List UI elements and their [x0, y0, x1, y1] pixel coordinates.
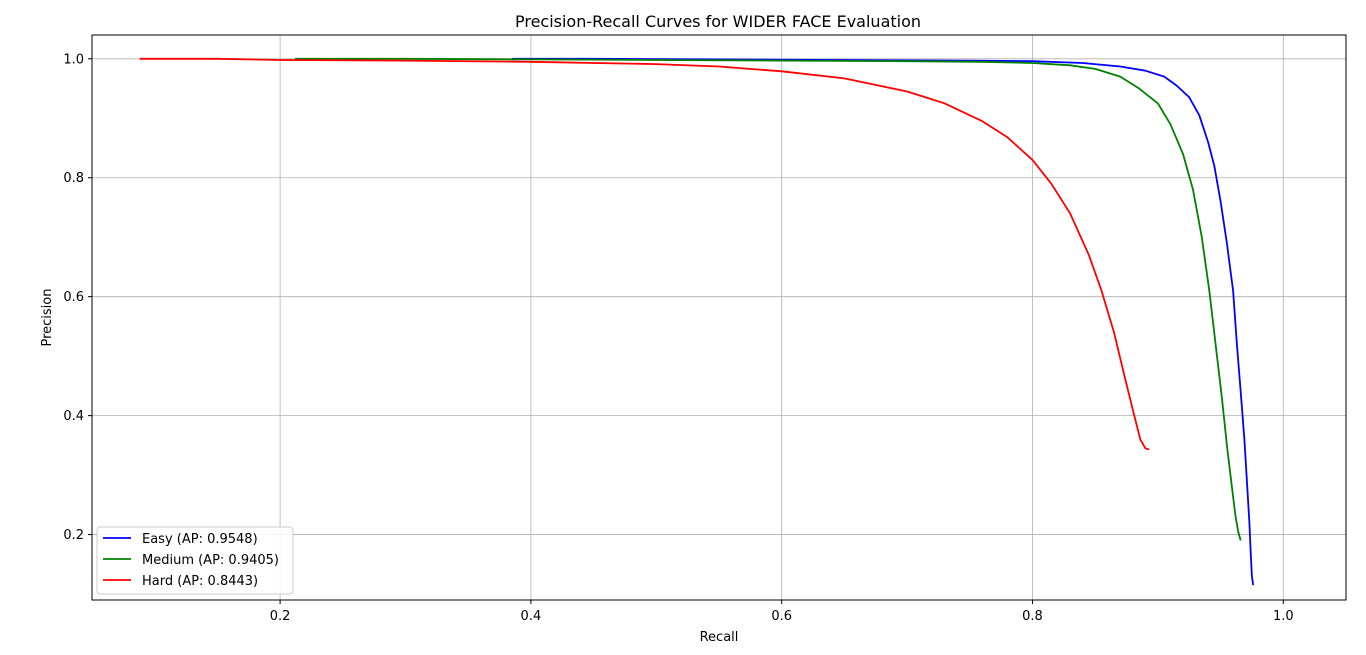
series-line-3 — [139, 57, 1150, 451]
y-tick-label: 1.0 — [63, 52, 84, 67]
plot-frame — [91, 34, 1347, 601]
y-tick-label: 0.2 — [63, 528, 84, 543]
chart-title: Precision-Recall Curves for WIDER FACE E… — [515, 12, 921, 31]
legend-label: Easy (AP: 0.9548) — [142, 532, 258, 547]
y-tick-label: 0.8 — [63, 171, 84, 186]
x-tick-label: 0.6 — [771, 609, 792, 624]
x-tick-label: 0.2 — [270, 609, 291, 624]
y-tick-label: 0.6 — [63, 290, 84, 305]
legend-label: Hard (AP: 0.8443) — [142, 574, 258, 589]
series-line-1 — [512, 57, 1255, 586]
y-axis-label: Precision — [40, 288, 55, 346]
legend-box — [96, 526, 294, 595]
x-axis-label: Recall — [700, 630, 739, 645]
series-line-2 — [295, 57, 1242, 541]
legend-label: Medium (AP: 0.9405) — [142, 553, 279, 568]
x-tick-label: 1.0 — [1273, 609, 1294, 624]
series-lines — [139, 57, 1255, 586]
y-tick-label: 0.4 — [63, 409, 84, 424]
grid — [92, 35, 1346, 600]
legend: Easy (AP: 0.9548) Medium (AP: 0.9405) Hard… — [96, 526, 294, 595]
axis-ticks: 0.2 0.4 0.6 0.8 1.0 0.2 0.4 0.6 0.8 1.0 — [63, 52, 1293, 624]
x-tick-label: 0.8 — [1022, 609, 1043, 624]
x-tick-label: 0.4 — [521, 609, 542, 624]
